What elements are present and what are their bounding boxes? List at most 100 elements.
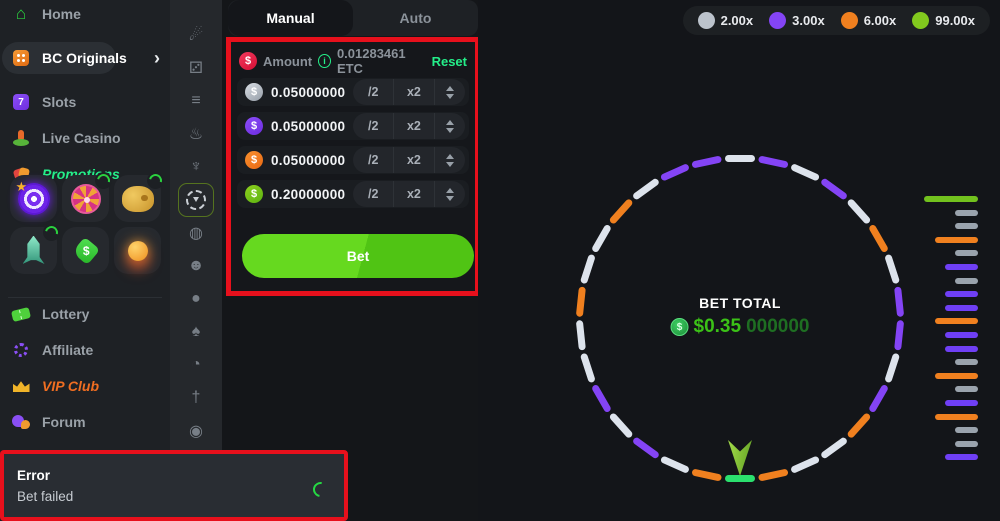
wheel-segment bbox=[894, 319, 905, 351]
multiplier-label: 3.00x bbox=[792, 13, 825, 28]
rail-item-saucer-icon[interactable]: ♆ bbox=[170, 150, 222, 183]
divider bbox=[433, 181, 435, 207]
multiplier-dot-icon bbox=[769, 12, 787, 29]
bet-amount-value[interactable]: 0.05000000 bbox=[271, 152, 346, 168]
amount-stepper[interactable] bbox=[435, 79, 465, 105]
wheel-segment bbox=[846, 411, 872, 439]
lottery-icon bbox=[10, 305, 32, 323]
history-bar bbox=[945, 454, 978, 461]
wheel-segment bbox=[884, 352, 901, 383]
saucer-icon: ♆ bbox=[190, 157, 202, 175]
amount-row: Amount i 0.01283461 ETC Reset bbox=[237, 46, 469, 76]
game-tile-coin[interactable] bbox=[114, 227, 161, 274]
amount-stepper[interactable] bbox=[435, 147, 465, 173]
rail-item-sword-icon[interactable]: † bbox=[170, 381, 222, 414]
sidebar-item-label: BC Originals bbox=[42, 50, 127, 66]
double-button[interactable]: x2 bbox=[394, 181, 434, 207]
amount-stepper[interactable] bbox=[435, 181, 465, 207]
bet-total-main: $0.35 bbox=[693, 316, 742, 337]
gray-coin-icon bbox=[245, 83, 263, 101]
reset-button[interactable]: Reset bbox=[431, 53, 467, 69]
rail-item-billiard-icon[interactable]: ● bbox=[170, 282, 222, 315]
history-bar bbox=[935, 413, 978, 420]
bet-adjust-group: /2 x2 bbox=[353, 181, 465, 207]
amount-stepper[interactable] bbox=[435, 113, 465, 139]
history-bar bbox=[945, 263, 978, 270]
bet-panel-column: Manual Auto Amount i 0.01283461 ETC Rese… bbox=[222, 0, 480, 521]
multiplier-chip: 3.00x bbox=[769, 12, 825, 29]
game-tile-dart[interactable] bbox=[10, 175, 57, 222]
sidebar-item-lottery[interactable]: Lottery bbox=[0, 296, 170, 332]
rail-item-timer-icon[interactable]: ◔ bbox=[170, 348, 222, 381]
double-button[interactable]: x2 bbox=[394, 79, 434, 105]
info-icon[interactable]: i bbox=[318, 54, 331, 68]
chevron-right-icon[interactable]: › bbox=[154, 47, 160, 68]
sidebar-bottom-nav: Lottery Affiliate VIP Club Forum bbox=[0, 296, 170, 440]
divider bbox=[433, 147, 435, 173]
tab-auto[interactable]: Auto bbox=[399, 10, 432, 26]
bet-amount-value[interactable]: 0.05000000 bbox=[271, 84, 346, 100]
wheel-icon bbox=[186, 189, 206, 210]
multiplier-dot-icon bbox=[840, 12, 858, 29]
sidebar-item-live-casino[interactable]: Live Casino bbox=[0, 120, 170, 156]
half-button[interactable]: /2 bbox=[353, 79, 393, 105]
half-button[interactable]: /2 bbox=[353, 113, 393, 139]
wheel-segment bbox=[757, 467, 789, 482]
rail-item-stack-icon[interactable]: ≡ bbox=[170, 84, 222, 117]
tab-manual[interactable]: Manual bbox=[228, 0, 353, 36]
wheel-segment bbox=[575, 285, 586, 317]
game-tile-wheel[interactable] bbox=[62, 172, 112, 222]
rail-item-cards-icon[interactable]: ♠ bbox=[170, 315, 222, 348]
sidebar-item-vip-club[interactable]: VIP Club bbox=[0, 368, 170, 404]
rail-item-coins-icon[interactable]: ◍ bbox=[170, 216, 222, 249]
half-button[interactable]: /2 bbox=[353, 147, 393, 173]
game-tile-piggy[interactable] bbox=[114, 172, 164, 222]
coins-icon: ◍ bbox=[189, 224, 203, 242]
multiplier-chip: 6.00x bbox=[840, 12, 896, 29]
chevron-down-icon bbox=[445, 93, 454, 99]
rail-item-dice-icon[interactable]: ⚂ bbox=[170, 51, 222, 84]
multiplier-label: 2.00x bbox=[720, 13, 754, 28]
rail-item-wheel-icon[interactable] bbox=[170, 182, 222, 217]
sidebar-item-label: Lottery bbox=[42, 306, 90, 322]
game-tile-tag[interactable] bbox=[62, 227, 109, 274]
game-tile-rocket[interactable] bbox=[10, 224, 60, 274]
rocket-game-icon bbox=[22, 235, 45, 264]
chevron-up-icon bbox=[445, 119, 454, 125]
bet-adjust-group: /2 x2 bbox=[353, 79, 465, 105]
rail-item-flame-icon[interactable]: ♨ bbox=[170, 117, 222, 150]
piggy-game-icon bbox=[121, 185, 154, 212]
bet-total-zeros: 000000 bbox=[746, 316, 810, 337]
double-button[interactable]: x2 bbox=[394, 113, 434, 139]
bet-amount-value[interactable]: 0.05000000 bbox=[271, 118, 346, 134]
history-bar bbox=[945, 399, 978, 406]
rail-item-mask-icon[interactable]: ☻ bbox=[170, 249, 222, 282]
history-bar bbox=[955, 427, 978, 434]
chevron-down-icon bbox=[445, 161, 454, 167]
wheel-segment bbox=[789, 162, 821, 182]
bet-rows: 0.05000000/2x20.05000000/2x20.05000000/2… bbox=[237, 78, 469, 208]
half-button[interactable]: /2 bbox=[353, 181, 393, 207]
multiplier-dot-icon bbox=[697, 12, 715, 29]
bet-amount-value[interactable]: 0.20000000 bbox=[271, 186, 346, 202]
sidebar-item-forum[interactable]: Forum bbox=[0, 404, 170, 440]
bet-button[interactable]: Bet bbox=[242, 234, 474, 278]
toast-title: Error bbox=[17, 468, 51, 483]
sidebar-item-slots[interactable]: Slots bbox=[0, 84, 170, 120]
timer-icon: ◔ bbox=[191, 355, 201, 373]
sidebar-item-home[interactable]: ⌂ Home bbox=[0, 0, 170, 32]
rail-item-eye-icon[interactable]: ◉ bbox=[170, 414, 222, 447]
slots-icon bbox=[12, 93, 30, 111]
sidebar-item-bc-originals[interactable]: BC Originals › bbox=[0, 40, 170, 76]
forum-icon bbox=[12, 413, 30, 431]
bet-row: 0.05000000/2x2 bbox=[237, 146, 469, 174]
wheel-segment bbox=[846, 197, 872, 225]
sidebar-item-affiliate[interactable]: Affiliate bbox=[0, 332, 170, 368]
wheel-segment bbox=[725, 154, 755, 162]
history-bar bbox=[955, 250, 978, 257]
rail-item-crash-icon[interactable]: ☄ bbox=[170, 18, 222, 51]
orange-coin-icon bbox=[245, 151, 263, 169]
divider bbox=[433, 79, 435, 105]
wheel-segment bbox=[575, 319, 586, 351]
double-button[interactable]: x2 bbox=[394, 147, 434, 173]
